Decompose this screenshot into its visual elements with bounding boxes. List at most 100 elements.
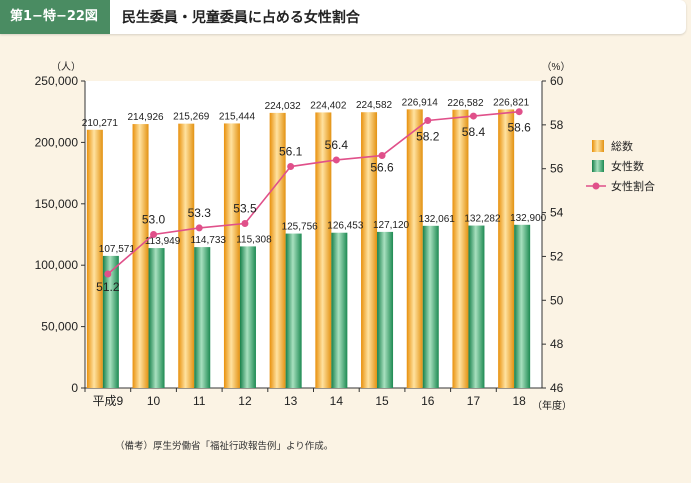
bar-women	[377, 231, 394, 388]
x-tick-label: 14	[330, 394, 344, 408]
right-tick-label: 60	[550, 74, 564, 88]
right-tick-label: 50	[550, 293, 564, 307]
right-tick-label: 46	[550, 381, 564, 395]
ratio-label: 53.5	[233, 202, 257, 216]
left-tick-label: 0	[71, 381, 78, 395]
ratio-point	[241, 220, 249, 228]
x-tick-label: 12	[238, 394, 252, 408]
bar-total	[452, 109, 469, 389]
ratio-line	[107, 110, 520, 275]
right-tick-label: 54	[550, 206, 564, 220]
bar-total-label: 226,582	[447, 98, 484, 109]
bar-women	[514, 224, 531, 388]
legend-label-ratio: 女性割合	[611, 179, 655, 193]
bar-total-label: 224,402	[310, 100, 347, 111]
bar-women	[194, 247, 211, 388]
x-tick-label: 15	[375, 394, 389, 408]
bar-total	[498, 109, 515, 389]
figure-title: 民生委員・児童委員に占める女性割合	[121, 10, 360, 26]
ratio-point	[150, 231, 158, 238]
legend-marker-ratio	[592, 182, 600, 190]
left-tick-label: 200,000	[35, 135, 79, 149]
figure-number-badge: 第1−特−22図	[0, 0, 110, 34]
bar-women-label: 132,900	[510, 213, 547, 224]
right-axis-unit: （%）	[542, 61, 571, 73]
x-tick-label: 11	[193, 394, 206, 408]
bar-women-label: 132,282	[464, 214, 501, 225]
bar-total	[132, 124, 149, 389]
bar-total-label: 215,269	[173, 112, 210, 123]
ratio-label: 53.0	[142, 213, 166, 227]
legend-swatch-women	[592, 160, 604, 172]
x-tick-label: 18	[512, 394, 526, 408]
ratio-label: 58.4	[462, 125, 486, 139]
right-tick-label: 52	[550, 249, 564, 263]
bar-total	[178, 123, 195, 389]
ratio-label: 58.2	[416, 129, 440, 143]
bar-women-label: 127,120	[373, 220, 410, 231]
bar-total-label: 226,914	[402, 97, 439, 108]
legend-swatch-total	[592, 140, 604, 152]
ratio-label: 53.3	[188, 206, 212, 220]
bar-women	[285, 233, 302, 388]
left-tick-label: 250,000	[35, 74, 79, 88]
x-axis-unit: （年度）	[532, 399, 572, 412]
ratio-label: 56.4	[325, 138, 349, 152]
bar-women-label: 115,308	[236, 234, 272, 245]
bar-women-label: 114,733	[191, 235, 227, 246]
legend-label-women: 女性数	[611, 159, 644, 173]
bar-women-label: 107,571	[99, 244, 136, 255]
bar-total	[406, 109, 423, 388]
bar-women	[102, 255, 119, 388]
bar-total-label: 224,032	[265, 101, 302, 112]
ratio-point	[469, 112, 477, 120]
x-tick-label: 平成9	[93, 394, 124, 408]
bar-total-label: 210,271	[82, 118, 119, 129]
left-tick-label: 50,000	[41, 320, 78, 334]
bar-total-label: 215,444	[219, 111, 256, 122]
figure-header: 第1−特−22図 民生委員・児童委員に占める女性割合	[0, 0, 686, 34]
bar-total	[223, 123, 240, 389]
bar-total	[315, 112, 332, 389]
ratio-point	[195, 224, 203, 232]
ratio-point	[332, 156, 340, 164]
bar-women	[422, 225, 439, 388]
ratio-label: 58.6	[507, 121, 531, 135]
ratio-point	[104, 270, 112, 278]
bar-women-label: 113,949	[145, 236, 181, 247]
ratio-label: 51.2	[96, 280, 120, 294]
x-tick-label: 13	[284, 394, 298, 408]
x-tick-label: 16	[421, 394, 435, 408]
right-tick-label: 48	[550, 337, 564, 351]
ratio-point	[424, 116, 432, 124]
right-tick-label: 56	[550, 162, 564, 176]
x-tick-label: 17	[467, 394, 481, 408]
x-tick-label: 10	[147, 394, 161, 408]
bar-total-label: 224,582	[356, 100, 393, 111]
legend-label-total: 総数	[611, 139, 633, 153]
footnote: （備考）厚生労働省「福祉行政報告例」より作成。	[115, 441, 334, 452]
bar-women	[148, 248, 165, 388]
bar-women	[468, 225, 485, 388]
bar-women	[239, 246, 256, 388]
bar-total	[361, 112, 378, 388]
ratio-label: 56.1	[279, 145, 303, 159]
left-axis-unit: （人）	[51, 61, 81, 73]
bar-total	[86, 129, 103, 388]
bar-women-label: 132,061	[419, 214, 456, 225]
ratio-point	[378, 152, 386, 160]
right-tick-label: 58	[550, 118, 564, 132]
ratio-label: 56.6	[370, 161, 394, 175]
bar-women-label: 125,756	[282, 222, 319, 233]
bar-total-label: 226,821	[493, 97, 530, 108]
left-tick-label: 150,000	[35, 197, 79, 211]
ratio-point	[515, 108, 523, 116]
bar-women-label: 126,453	[327, 221, 364, 232]
bar-women	[331, 232, 348, 388]
ratio-point	[287, 163, 295, 171]
bar-total-label: 214,926	[127, 112, 164, 123]
bar-total	[269, 112, 286, 388]
left-tick-label: 100,000	[35, 258, 79, 272]
